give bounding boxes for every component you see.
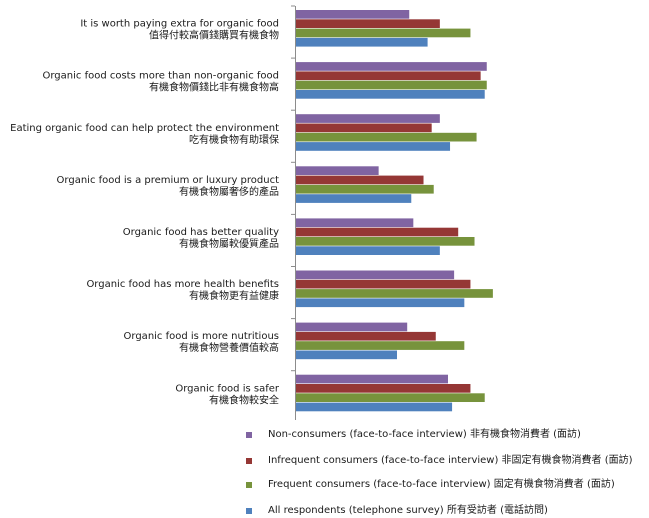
category-label-2: Organic food costs more than non-organic… [43,71,280,82]
category-label-7: Organic food is more nutritious [124,331,279,342]
bar-6-series-3 [295,289,493,298]
bar-2-series-3 [295,80,487,90]
bar-8-series-2 [295,384,471,393]
bar-7-series-1 [295,322,408,332]
legend-label-frequent-consumers: Frequent consumers (face-to-face intervi… [268,479,615,490]
category-label-zh-4: 有機食物屬奢侈的產品 [179,185,279,198]
legend-label-all-respondents: All respondents (telephone survey) 所有受訪者… [268,505,548,516]
bar-4-series-2 [295,175,424,185]
category-label-zh-2: 有機食物價錢比非有機食物高 [149,81,279,94]
category-label-5: Organic food has better quality [123,227,279,238]
category-label-zh-5: 有機食物屬較優質產品 [179,237,279,250]
bar-1-series-3 [295,28,471,38]
bar-5-series-4 [295,246,440,255]
bar-7-series-3 [295,341,465,350]
bar-3-series-3 [295,132,477,142]
category-label-3: Eating organic food can help protect the… [10,123,279,134]
bar-6-series-2 [295,279,471,289]
bar-1-series-4 [295,37,428,47]
category-label-8: Organic food is safer [175,383,280,394]
bar-6-series-4 [295,298,465,308]
bar-4-series-3 [295,184,434,194]
category-label-1: It is worth paying extra for organic foo… [80,19,279,30]
category-label-zh-8: 有機食物較安全 [209,393,279,406]
category-label-zh-3: 吃有機食物有助環保 [189,133,279,146]
category-label-zh-6: 有機食物更有益健康 [189,289,279,302]
bar-chart: It is worth paying extra for organic foo… [10,5,493,420]
bar-7-series-2 [295,331,436,341]
bar-6-series-1 [295,270,455,280]
legend-label-infrequent-consumers: Infrequent consumers (face-to-face inter… [268,455,633,466]
bar-3-series-1 [295,114,440,123]
bar-5-series-1 [295,218,414,228]
legend-swatch-frequent-consumers [246,482,252,488]
bar-7-series-4 [295,350,397,360]
bar-8-series-4 [295,402,453,412]
bar-5-series-2 [295,227,459,237]
bar-2-series-1 [295,62,487,71]
bar-3-series-2 [295,123,432,133]
bar-1-series-2 [295,19,440,28]
category-label-6: Organic food has more health benefits [86,279,279,290]
bar-4-series-4 [295,194,412,203]
bar-5-series-3 [295,237,475,246]
legend-swatch-infrequent-consumers [246,458,252,464]
bar-4-series-1 [295,166,379,175]
bar-8-series-3 [295,393,485,402]
legend-swatch-all-respondents [246,508,252,514]
bar-1-series-1 [295,10,410,19]
legend-label-non-consumers: Non-consumers (face-to-face interview) 非… [268,429,581,440]
category-label-zh-1: 值得付較高價錢購買有機食物 [149,29,279,42]
bar-8-series-1 [295,374,448,384]
bar-2-series-2 [295,71,481,81]
bar-3-series-4 [295,142,451,151]
legend-swatch-non-consumers [246,432,252,438]
category-label-4: Organic food is a premium or luxury prod… [57,175,280,186]
category-label-zh-7: 有機食物營養價值較高 [179,341,279,354]
bar-2-series-4 [295,90,485,99]
